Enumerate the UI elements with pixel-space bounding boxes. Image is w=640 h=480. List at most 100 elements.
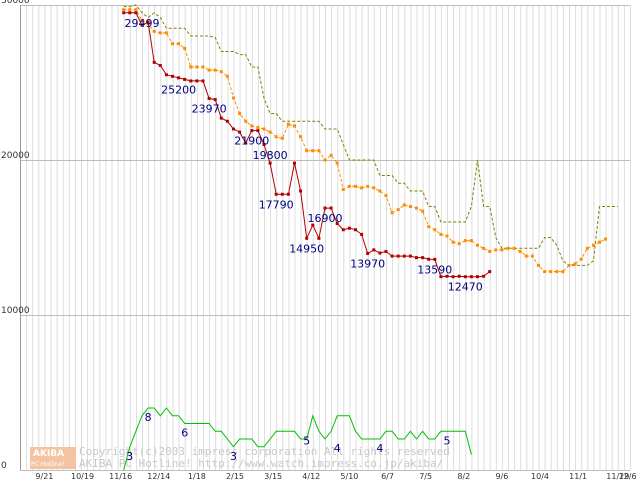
copyright-watermark: AKIBA PC Hotline! Copyright(c)2003 impre… — [30, 445, 450, 470]
point-min-price — [262, 143, 266, 146]
point-average-price — [488, 249, 492, 253]
point-min-price — [171, 74, 174, 78]
point-min-price — [207, 96, 211, 100]
point-average-price — [213, 68, 217, 72]
point-average-price — [390, 211, 394, 215]
point-min-price — [427, 257, 431, 261]
x-tick-label: 3/15 — [264, 472, 282, 480]
x-tick-label: 11/16 — [109, 472, 132, 480]
point-min-price — [299, 189, 303, 193]
point-average-price — [134, 8, 138, 12]
point-min-price — [317, 236, 321, 240]
point-min-price — [335, 222, 339, 226]
point-average-price — [384, 194, 388, 198]
x-tick-label: 12/6 — [619, 472, 637, 480]
x-tick-label: 11/1 — [569, 472, 587, 480]
point-average-price — [256, 125, 260, 129]
point-average-price — [378, 189, 382, 193]
point-average-price — [219, 70, 223, 74]
point-min-price — [183, 77, 187, 81]
point-min-price — [311, 223, 315, 227]
point-average-price — [317, 149, 321, 153]
point-min-price — [482, 274, 486, 278]
y-tick-label: 20000 — [1, 151, 30, 161]
point-min-price — [463, 275, 467, 279]
point-average-price — [476, 243, 479, 247]
x-tick-label: 10/4 — [531, 472, 549, 480]
point-min-price — [225, 119, 229, 123]
point-average-price — [347, 184, 351, 188]
point-average-price — [482, 246, 486, 250]
price-data-label: 12470 — [448, 281, 483, 294]
point-average-price — [329, 153, 333, 157]
point-min-price — [280, 192, 284, 196]
point-min-price — [213, 98, 217, 102]
x-tick-label: 7/5 — [419, 472, 432, 480]
series-line-max-price — [123, 4, 618, 266]
point-average-price — [201, 65, 205, 69]
point-average-price — [433, 228, 437, 232]
point-min-price — [146, 20, 150, 24]
price-data-label: 21900 — [234, 135, 269, 148]
chart-grid — [20, 5, 631, 471]
point-average-price — [293, 124, 296, 128]
point-average-price — [250, 124, 254, 128]
point-min-price — [122, 11, 126, 15]
point-min-price — [201, 79, 205, 83]
point-min-price — [421, 256, 425, 260]
point-average-price — [140, 19, 144, 22]
point-min-price — [152, 60, 156, 64]
point-min-price — [341, 228, 345, 232]
point-min-price — [360, 232, 364, 236]
point-average-price — [164, 31, 168, 35]
point-min-price — [305, 236, 309, 240]
point-min-price — [128, 11, 132, 15]
point-min-price — [323, 206, 327, 210]
shop-count-label: 4 — [334, 442, 341, 455]
point-average-price — [354, 184, 357, 188]
point-min-price — [408, 254, 412, 258]
price-data-label: 19800 — [253, 149, 288, 162]
price-data-label: 25200 — [161, 83, 196, 96]
point-average-price — [537, 263, 540, 267]
point-average-price — [567, 263, 571, 267]
point-average-price — [549, 270, 553, 274]
point-average-price — [555, 270, 559, 274]
point-min-price — [372, 248, 376, 252]
point-average-price — [366, 184, 370, 188]
point-average-price — [238, 112, 242, 115]
point-min-price — [158, 63, 162, 67]
x-tick-label: 12/14 — [147, 472, 170, 480]
point-min-price — [390, 254, 394, 258]
point-average-price — [408, 205, 412, 208]
point-min-price — [347, 226, 351, 230]
point-min-price — [384, 249, 388, 253]
point-min-price — [195, 79, 199, 83]
point-average-price — [524, 254, 528, 258]
akiba-logo-bottom: PC Hotline! — [31, 461, 64, 468]
point-average-price — [518, 249, 522, 253]
watermark-line-2: AKIBA PC Hotline! http://www.watch.impre… — [79, 457, 443, 470]
point-min-price — [268, 161, 272, 165]
price-data-label: 13970 — [350, 257, 385, 270]
point-average-price — [244, 119, 248, 123]
point-min-price — [250, 129, 254, 133]
point-average-price — [299, 135, 303, 139]
x-tick-label: 9/21 — [35, 472, 53, 480]
point-min-price — [488, 270, 492, 274]
point-average-price — [591, 243, 595, 247]
point-average-price — [335, 161, 339, 165]
x-tick-label: 11/29 — [606, 472, 629, 480]
x-tick-label: 8/2 — [457, 472, 470, 480]
akiba-logo-badge — [30, 447, 76, 469]
point-average-price — [183, 46, 187, 50]
price-data-label: 29499 — [125, 17, 160, 30]
point-average-price — [512, 246, 516, 250]
point-average-price — [402, 203, 406, 207]
price-data-label: 17790 — [259, 198, 294, 211]
point-average-price — [177, 42, 181, 46]
point-min-price — [189, 79, 193, 83]
point-min-price — [415, 256, 418, 260]
point-average-price — [232, 96, 235, 100]
